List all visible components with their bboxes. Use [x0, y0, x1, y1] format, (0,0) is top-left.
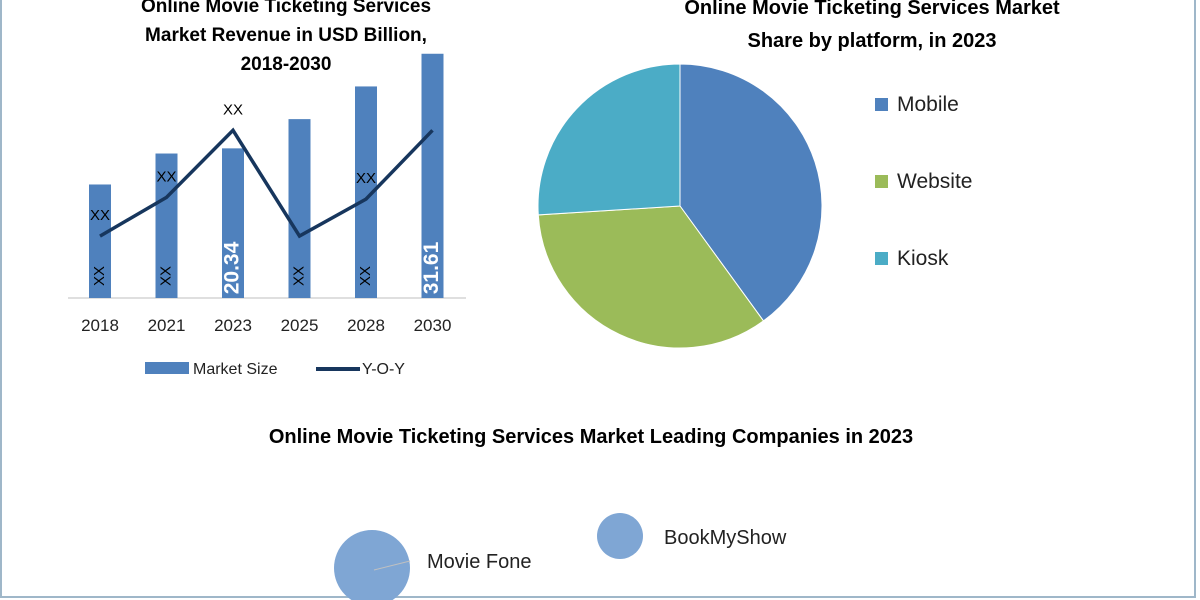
bar-label-2028: XX: [357, 266, 374, 286]
bar-label-2021: XX: [157, 266, 174, 286]
bar-chart-title-line-2: Market Revenue in USD Billion,: [145, 25, 427, 46]
x-tick-2028: 2028: [347, 316, 385, 335]
pie-legend-label-mobile: Mobile: [897, 93, 959, 116]
bubble-chart: Online Movie Ticketing Services Market L…: [269, 426, 913, 600]
x-tick-labels: 2018 2021 2023 2025 2028 2030: [81, 316, 451, 335]
bar-line-chart: Online Movie Ticketing Services Market R…: [68, 0, 466, 378]
pie-chart-title-line-1: Online Movie Ticketing Services Market: [684, 0, 1060, 19]
pie-legend: Mobile Website Kiosk: [875, 93, 972, 270]
pie-legend-swatch-kiosk: [875, 252, 888, 265]
bar-label-2025: XX: [290, 266, 307, 286]
legend-label-yoy: Y-O-Y: [362, 361, 405, 378]
bar-2025: [288, 119, 311, 299]
pie-chart: Online Movie Ticketing Services Market S…: [537, 0, 1060, 349]
x-tick-2023: 2023: [214, 316, 252, 335]
pie-legend-label-website: Website: [897, 170, 972, 193]
bar-data-labels: XX XX 20.34 XX XX 31.61: [91, 241, 443, 294]
bubble-chart-title: Online Movie Ticketing Services Market L…: [269, 426, 913, 448]
pie-chart-title-line-2: Share by platform, in 2023: [748, 30, 997, 52]
bar-label-2030: 31.61: [420, 241, 443, 294]
bar-2018: [89, 184, 111, 298]
pie-slice-kiosk: [537, 63, 681, 216]
x-tick-2030: 2030: [414, 316, 452, 335]
yoy-label-2028: XX: [356, 170, 376, 187]
bubble-label-movie-fone: Movie Fone: [427, 551, 532, 573]
bubble-movie-fone: [334, 530, 410, 600]
pie-legend-swatch-mobile: [875, 98, 888, 111]
bar-2030: [421, 53, 444, 299]
legend-swatch-market-size: [145, 362, 189, 374]
pie-legend-label-kiosk: Kiosk: [897, 247, 949, 270]
legend-label-market-size: Market Size: [193, 361, 278, 378]
bubble-leader-movie-fone: [373, 560, 411, 571]
yoy-label-2018: XX: [90, 207, 110, 224]
yoy-label-2023: XX: [223, 101, 243, 118]
bar-2023: [222, 148, 244, 298]
pie-slices: [537, 63, 823, 349]
bar-label-2018: XX: [91, 266, 108, 286]
yoy-line: [99, 127, 434, 239]
pie-slice-website: [537, 205, 765, 349]
pie-legend-swatch-website: [875, 175, 888, 188]
bar-chart-title-line-3: 2018-2030: [241, 54, 332, 75]
bar-2028: [355, 86, 377, 298]
line-data-labels: XX XX XX XX: [90, 101, 376, 224]
bubble-bookmyshow: [597, 513, 643, 559]
x-tick-2018: 2018: [81, 316, 119, 335]
yoy-label-2021: XX: [156, 168, 176, 185]
bar-label-2023: 20.34: [221, 241, 244, 294]
bar-chart-title-line-1: Online Movie Ticketing Services: [141, 0, 431, 17]
yoy-polyline: [99, 127, 434, 239]
x-tick-2025: 2025: [281, 316, 319, 335]
pie-slice-mobile: [679, 63, 823, 322]
bubble-label-bookmyshow: BookMyShow: [664, 527, 787, 549]
x-tick-2021: 2021: [148, 316, 186, 335]
